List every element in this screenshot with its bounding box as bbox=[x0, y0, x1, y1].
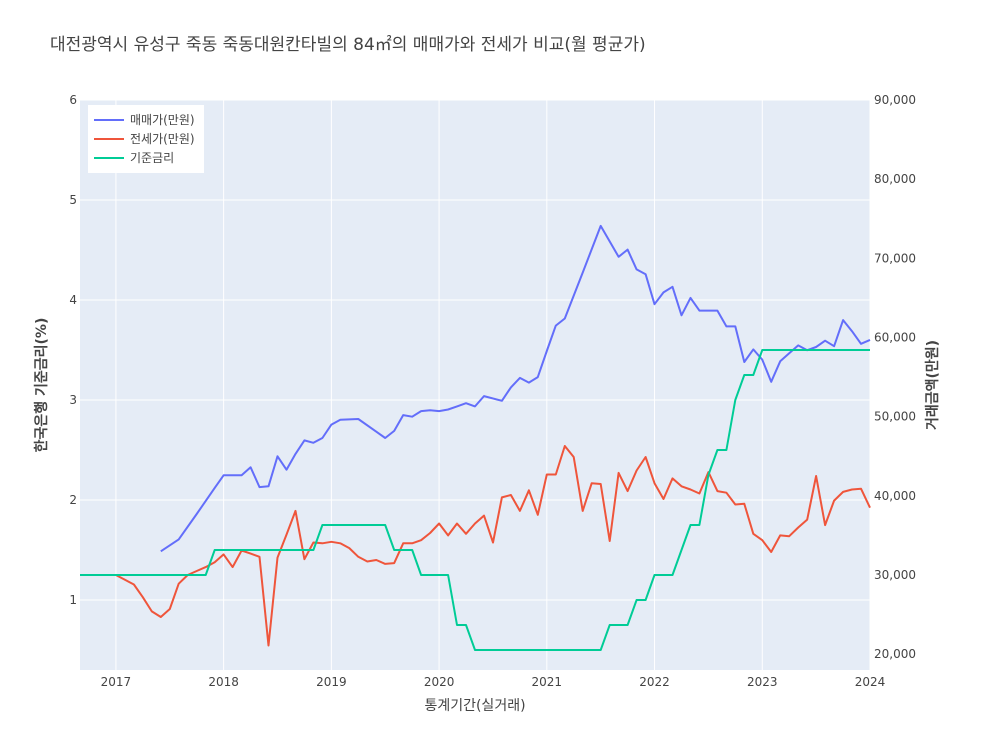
y-left-tick-label: 1 bbox=[69, 593, 77, 607]
series-line-1 bbox=[115, 445, 871, 647]
series-line-0 bbox=[160, 224, 871, 553]
y-right-tick-label: 80,000 bbox=[874, 172, 916, 186]
y-right-tick-label: 40,000 bbox=[874, 489, 916, 503]
legend-label-1: 전세가(만원) bbox=[130, 132, 195, 146]
y-left-tick-label: 6 bbox=[69, 93, 77, 107]
x-tick-label: 2023 bbox=[747, 675, 778, 689]
series-line-2 bbox=[80, 349, 870, 651]
legend: 매매가(만원) 전세가(만원) 기준금리 bbox=[88, 105, 204, 173]
x-axis-ticks: 2017 2018 2019 2020 2021 2022 2023 2024 bbox=[101, 675, 886, 689]
y-right-axis-ticks: 20,000 30,000 40,000 50,000 60,000 70,000 80,0… bbox=[874, 93, 916, 661]
y-right-tick-label: 90,000 bbox=[874, 93, 916, 107]
y-right-tick-label: 50,000 bbox=[874, 410, 916, 424]
y-right-tick-label: 70,000 bbox=[874, 251, 916, 265]
y-right-tick-label: 20,000 bbox=[874, 647, 916, 661]
grid bbox=[80, 99, 871, 670]
y-left-tick-label: 5 bbox=[69, 193, 77, 207]
y-left-tick-label: 3 bbox=[69, 393, 77, 407]
chart-title: 대전광역시 유성구 죽동 죽동대원칸타빌의 84㎡의 매매가와 전세가 비교(월… bbox=[50, 35, 646, 55]
x-tick-label: 2019 bbox=[316, 675, 347, 689]
y-left-tick-label: 2 bbox=[69, 493, 77, 507]
legend-label-0: 매매가(만원) bbox=[130, 113, 195, 127]
x-axis-title: 통계기간(실거래) bbox=[424, 698, 525, 714]
y-right-axis-title: 거래금액(만원) bbox=[924, 340, 941, 430]
y-right-tick-label: 30,000 bbox=[874, 568, 916, 582]
y-left-axis-title: 한국은행 기준금리(%) bbox=[34, 318, 50, 453]
plot-area bbox=[80, 100, 870, 670]
x-tick-label: 2018 bbox=[208, 675, 239, 689]
x-tick-label: 2020 bbox=[424, 675, 455, 689]
y-left-tick-label: 4 bbox=[69, 293, 77, 307]
y-left-axis-ticks: 1 2 3 4 5 6 bbox=[69, 93, 77, 607]
series-layer bbox=[80, 224, 871, 651]
x-tick-label: 2024 bbox=[855, 675, 886, 689]
y-right-tick-label: 60,000 bbox=[874, 331, 916, 345]
x-tick-label: 2017 bbox=[101, 675, 132, 689]
x-tick-label: 2021 bbox=[532, 675, 563, 689]
x-tick-label: 2022 bbox=[639, 675, 670, 689]
legend-label-2: 기준금리 bbox=[130, 151, 174, 165]
